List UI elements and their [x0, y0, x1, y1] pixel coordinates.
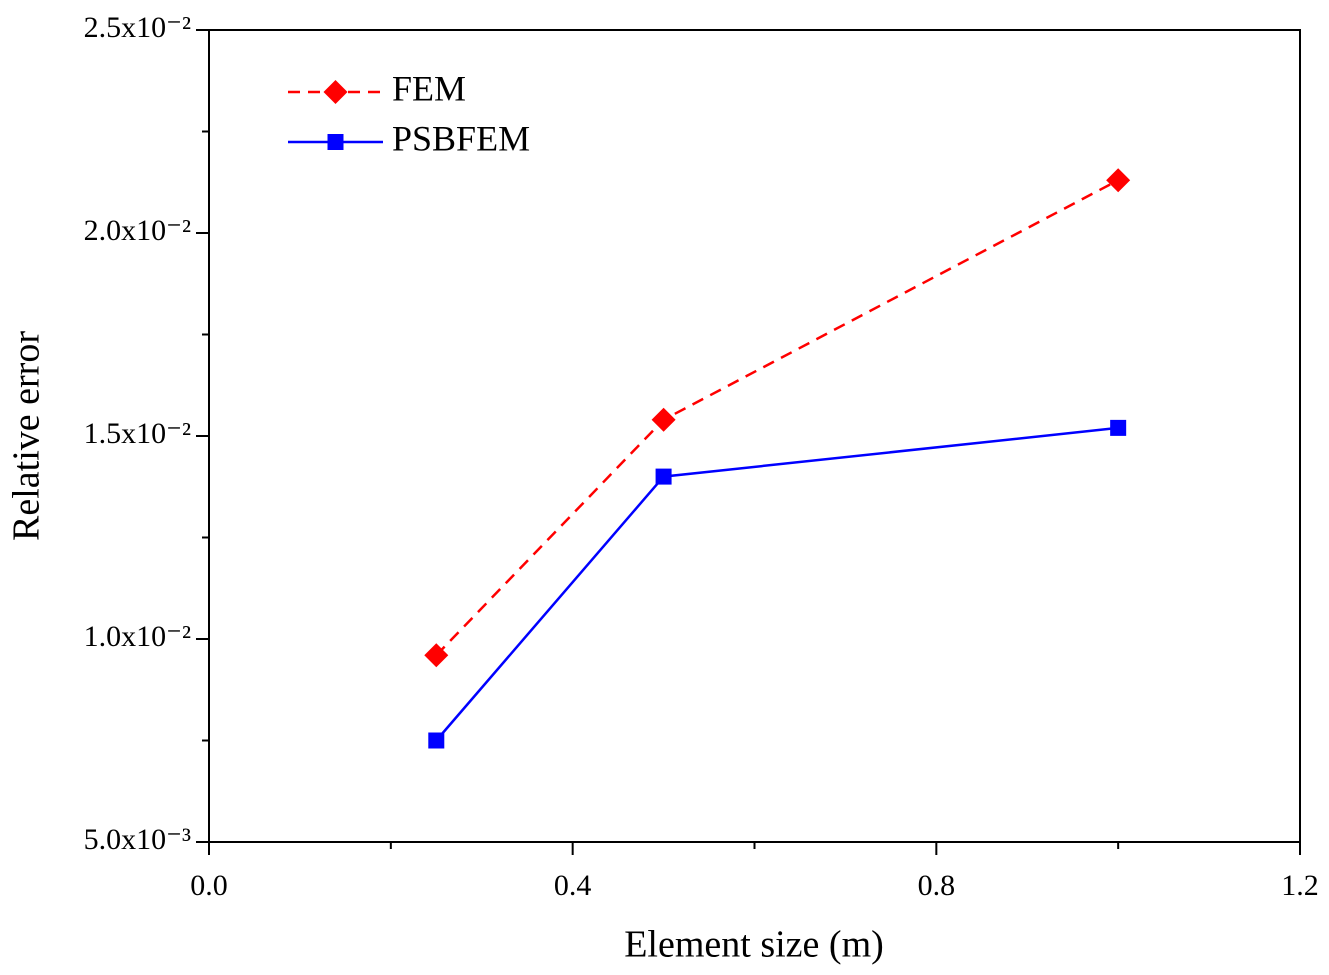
data-point: [1106, 168, 1131, 193]
legend-label: PSBFEM: [392, 118, 530, 158]
y-axis-title: Relative error: [6, 331, 48, 541]
x-axis-title: Element size (m): [624, 924, 884, 966]
series-line: [435, 179, 1119, 657]
data-point: [424, 643, 449, 668]
x-tick-label: 0.4: [554, 869, 592, 902]
y-tick-label: 1.0x10⁻²: [84, 620, 191, 653]
data-point: [655, 468, 672, 485]
x-tick-label: 1.2: [1281, 869, 1319, 902]
x-tick-label: 0.0: [190, 869, 228, 902]
y-tick-label: 2.0x10⁻²: [84, 214, 191, 247]
x-tick-label: 0.8: [918, 869, 956, 902]
plot-frame: [208, 29, 1301, 843]
data-point: [1110, 419, 1127, 436]
series-line: [435, 426, 1119, 742]
data-point: [651, 407, 676, 432]
data-point: [428, 732, 445, 749]
y-tick-label: 2.5x10⁻²: [84, 11, 191, 44]
y-tick-label: 5.0x10⁻³: [84, 823, 191, 856]
legend-marker: [323, 80, 348, 104]
y-tick-label: 1.5x10⁻²: [84, 417, 191, 450]
legend-marker: [327, 134, 344, 150]
legend-label: FEM: [392, 68, 466, 108]
